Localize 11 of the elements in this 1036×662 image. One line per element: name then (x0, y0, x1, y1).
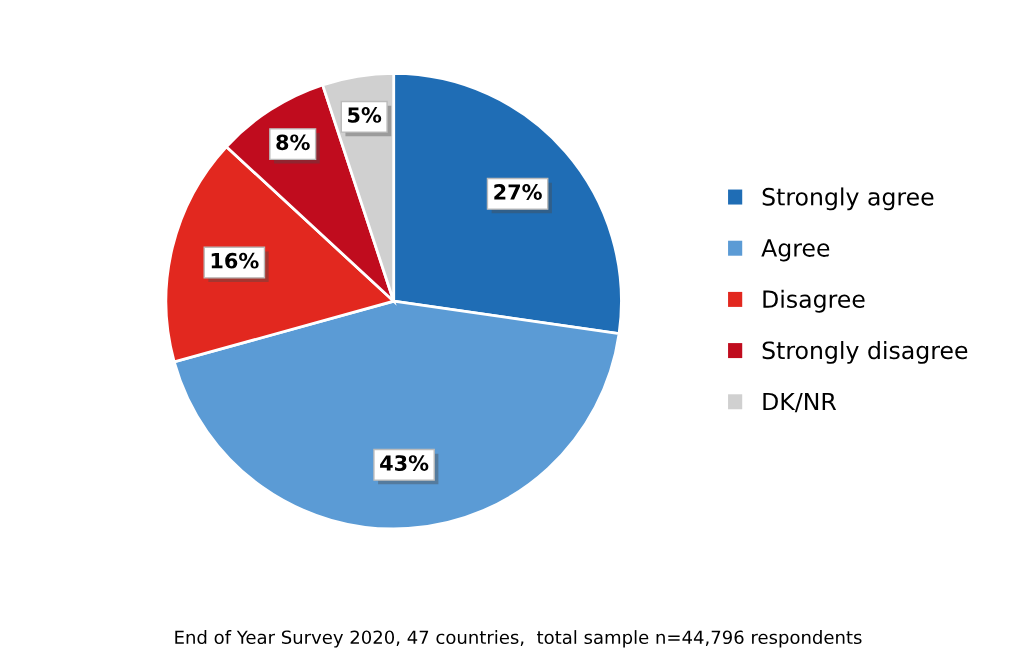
legend-label: Agree (761, 239, 830, 262)
legend-label: Strongly disagree (762, 340, 968, 364)
data-label: 27% (494, 184, 542, 200)
legend-label: Strongly agree (762, 187, 934, 211)
legend-label: Disagree (763, 289, 865, 313)
legend-label: DK/NR (763, 392, 837, 413)
data-label: 8% (276, 134, 310, 151)
data-label: 16% (211, 252, 259, 269)
text: End of Year Survey 2020, 47 countries, total sample n=44,796 respondents (175, 630, 862, 648)
data-label: 43% (380, 455, 429, 471)
data-label: 5% (348, 107, 382, 123)
